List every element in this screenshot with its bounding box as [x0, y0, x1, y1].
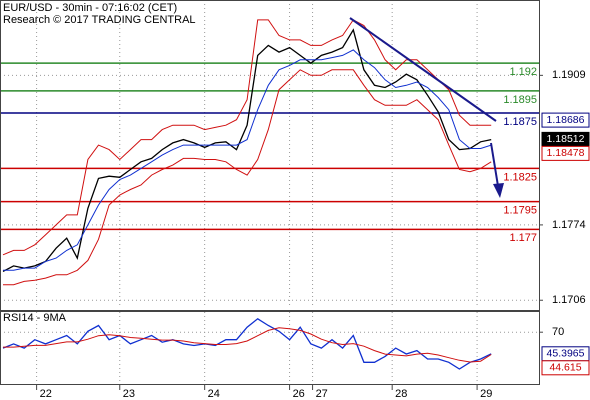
level-label: 1.1895	[503, 94, 537, 106]
level-label: 1.1795	[503, 205, 537, 217]
y-tick-label: 1.1774	[552, 219, 586, 231]
price-box	[541, 145, 590, 161]
price-box	[541, 360, 590, 376]
y-tick-label: 1.1909	[552, 69, 586, 81]
price-box-label: 45.3965	[547, 348, 585, 360]
price-box-label: 1.18686	[547, 114, 585, 126]
grid	[0, 0, 543, 390]
series-line	[2, 318, 492, 370]
x-tick-label: 22	[40, 388, 52, 400]
level-label: 1.192	[509, 66, 537, 78]
price-box-label: 1.18478	[547, 147, 585, 159]
level-label: 1.1875	[503, 116, 537, 128]
series-line	[2, 28, 492, 272]
price-box-label: 44.615	[549, 362, 581, 374]
y-tick-label: 70	[552, 326, 564, 338]
x-tick-label: 27	[316, 388, 328, 400]
labels: 1.1909 1.1774 1.1706 1.192 1.1895 1.1875 1.182…	[40, 66, 590, 400]
level-label: 1.177	[509, 232, 537, 244]
x-tick-label: 26	[293, 388, 305, 400]
chart-subtitle: Research © 2017 TRADING CENTRAL	[3, 14, 196, 26]
x-tick-label: 24	[208, 388, 220, 400]
indicator-line	[3, 69, 492, 286]
indicator-line	[3, 327, 492, 363]
level-label: 1.1825	[503, 171, 537, 183]
price-box	[541, 112, 590, 128]
y-tick-label: 1.1706	[552, 294, 586, 306]
x-tick-label: 28	[395, 388, 407, 400]
trend-line	[349, 17, 497, 122]
indicator-line	[3, 49, 492, 271]
x-tick-label: 29	[480, 388, 492, 400]
plots	[0, 19, 539, 370]
forecast-arrow	[490, 142, 499, 187]
forecast-arrow-head	[493, 183, 504, 198]
price-panel-frame	[0, 0, 540, 311]
x-tick-label: 23	[123, 388, 135, 400]
price-box-label: 1.18512	[547, 133, 585, 145]
rsi-panel-frame	[0, 311, 540, 385]
rsi-title: RSI14 - 9MA	[3, 312, 67, 324]
chart-title: EUR/USD - 30min - 07:16:02 (CET)	[3, 2, 177, 14]
